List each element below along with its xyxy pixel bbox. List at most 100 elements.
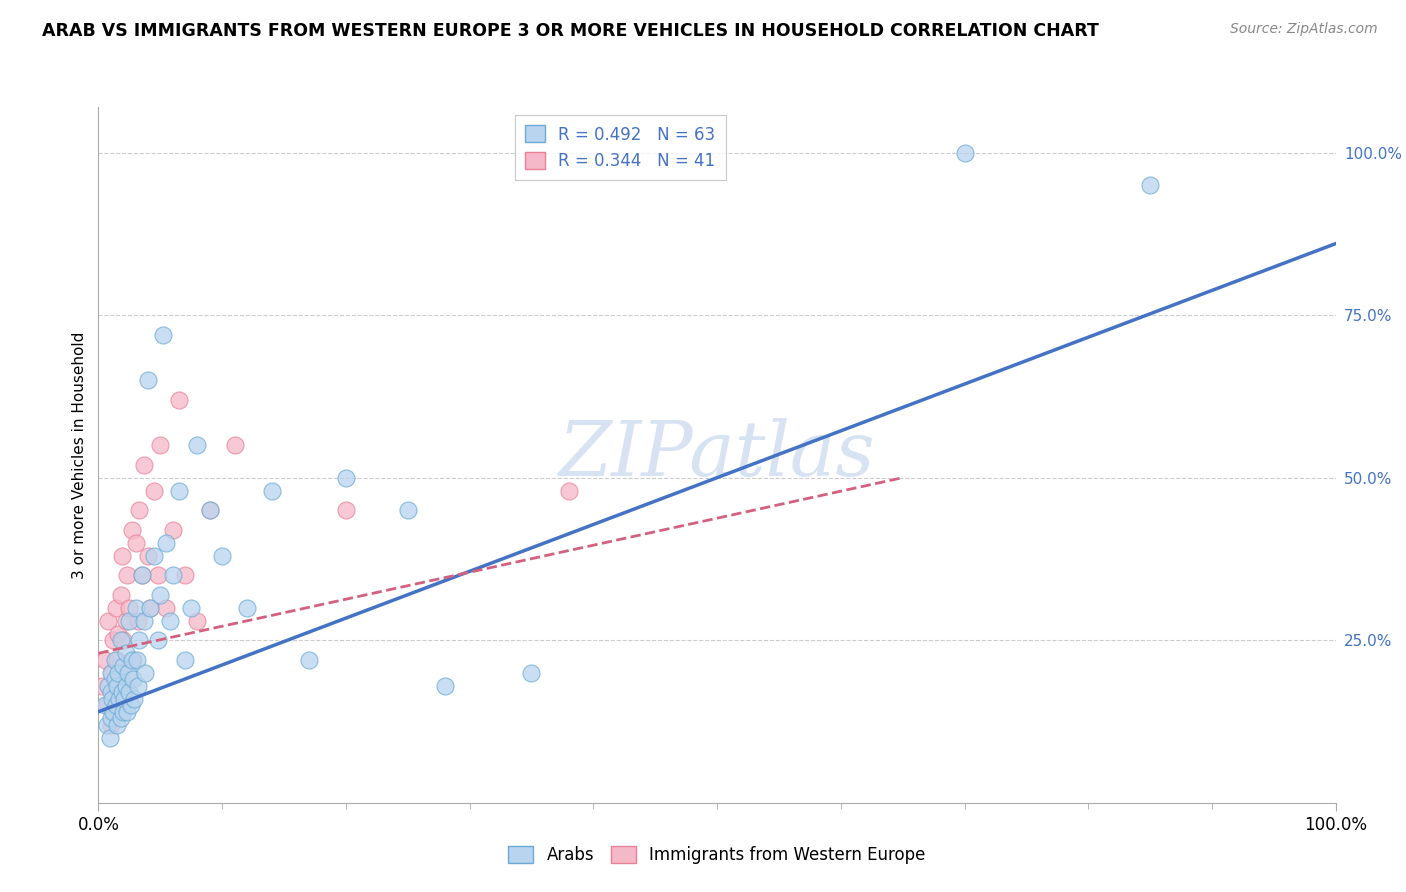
Point	[198, 503, 221, 517]
Legend: Arabs, Immigrants from Western Europe: Arabs, Immigrants from Western Europe	[502, 839, 932, 871]
Point	[100, 711, 122, 725]
Point	[124, 535, 146, 549]
Point	[101, 665, 124, 680]
Point	[128, 503, 150, 517]
Point	[110, 588, 132, 602]
Point	[118, 685, 141, 699]
Text: ZIPatlas: ZIPatlas	[558, 418, 876, 491]
Point	[124, 600, 146, 615]
Point	[93, 653, 115, 667]
Point	[433, 679, 456, 693]
Point	[174, 568, 197, 582]
Point	[100, 665, 122, 680]
Point	[236, 600, 259, 615]
Point	[127, 614, 149, 628]
Point	[100, 718, 122, 732]
Point	[159, 614, 181, 628]
Point	[211, 549, 233, 563]
Point	[104, 600, 127, 615]
Point	[103, 685, 125, 699]
Point	[953, 145, 976, 160]
Point	[110, 711, 132, 725]
Point	[122, 653, 145, 667]
Point	[180, 600, 202, 615]
Point	[96, 698, 118, 713]
Point	[111, 685, 134, 699]
Point	[108, 679, 131, 693]
Point	[101, 691, 124, 706]
Point	[97, 614, 120, 628]
Point	[105, 705, 128, 719]
Point	[224, 438, 246, 452]
Point	[155, 600, 177, 615]
Point	[114, 614, 136, 628]
Point	[134, 665, 156, 680]
Point	[167, 392, 190, 407]
Point	[128, 633, 150, 648]
Point	[260, 483, 283, 498]
Point	[149, 588, 172, 602]
Point	[105, 718, 128, 732]
Point	[186, 438, 208, 452]
Point	[131, 568, 153, 582]
Point	[103, 705, 125, 719]
Point	[118, 600, 141, 615]
Point	[146, 568, 169, 582]
Point	[112, 659, 135, 673]
Point	[139, 600, 162, 615]
Y-axis label: 3 or more Vehicles in Household: 3 or more Vehicles in Household	[72, 331, 87, 579]
Point	[152, 327, 174, 342]
Point	[110, 665, 132, 680]
Point	[108, 691, 131, 706]
Point	[96, 718, 118, 732]
Point	[114, 646, 136, 660]
Point	[103, 633, 125, 648]
Point	[112, 705, 135, 719]
Point	[91, 679, 114, 693]
Point	[111, 549, 134, 563]
Point	[121, 523, 143, 537]
Point	[93, 698, 115, 713]
Point	[335, 503, 357, 517]
Point	[115, 705, 138, 719]
Point	[121, 653, 143, 667]
Point	[134, 614, 156, 628]
Point	[118, 614, 141, 628]
Point	[335, 471, 357, 485]
Point	[136, 549, 159, 563]
Point	[112, 691, 135, 706]
Point	[103, 653, 125, 667]
Text: ARAB VS IMMIGRANTS FROM WESTERN EUROPE 3 OR MORE VEHICLES IN HOUSEHOLD CORRELATI: ARAB VS IMMIGRANTS FROM WESTERN EUROPE 3…	[42, 22, 1099, 40]
Point	[136, 373, 159, 387]
Point	[520, 665, 543, 680]
Point	[100, 685, 122, 699]
Point	[155, 535, 177, 549]
Point	[146, 633, 169, 648]
Point	[115, 568, 138, 582]
Point	[117, 665, 139, 680]
Point	[162, 523, 184, 537]
Text: Source: ZipAtlas.com: Source: ZipAtlas.com	[1230, 22, 1378, 37]
Point	[110, 633, 132, 648]
Point	[98, 731, 121, 745]
Point	[198, 503, 221, 517]
Point	[162, 568, 184, 582]
Point	[298, 653, 321, 667]
Point	[125, 653, 148, 667]
Point	[134, 458, 156, 472]
Point	[103, 672, 125, 686]
Point	[186, 614, 208, 628]
Point	[107, 665, 129, 680]
Point	[127, 679, 149, 693]
Point	[131, 568, 153, 582]
Point	[112, 633, 135, 648]
Point	[120, 698, 142, 713]
Point	[1139, 178, 1161, 192]
Point	[97, 679, 120, 693]
Point	[167, 483, 190, 498]
Point	[149, 438, 172, 452]
Point	[124, 691, 146, 706]
Point	[107, 626, 129, 640]
Point	[174, 653, 197, 667]
Point	[557, 483, 579, 498]
